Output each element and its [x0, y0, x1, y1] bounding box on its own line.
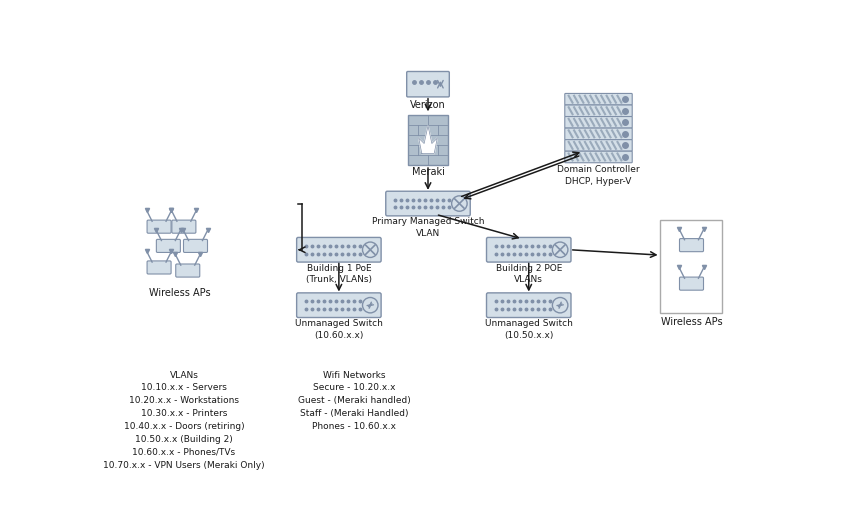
Text: Wireless APs: Wireless APs [149, 288, 211, 298]
FancyBboxPatch shape [487, 293, 571, 317]
FancyBboxPatch shape [176, 264, 200, 277]
Polygon shape [419, 126, 437, 153]
FancyBboxPatch shape [408, 115, 448, 164]
Text: VLANs
10.10.x.x - Servers
10.20.x.x - Workstations
10.30.x.x - Printers
10.40.x.: VLANs 10.10.x.x - Servers 10.20.x.x - Wo… [103, 371, 265, 470]
FancyBboxPatch shape [172, 220, 196, 233]
FancyBboxPatch shape [157, 240, 180, 253]
FancyBboxPatch shape [565, 140, 632, 151]
Text: Wifi Networks
Secure - 10.20.x.x
Guest - (Meraki handled)
Staff - (Meraki Handle: Wifi Networks Secure - 10.20.x.x Guest -… [298, 371, 411, 431]
Text: Domain Controller
DHCP, Hyper-V: Domain Controller DHCP, Hyper-V [557, 165, 640, 186]
FancyBboxPatch shape [184, 240, 208, 253]
FancyBboxPatch shape [386, 191, 471, 216]
FancyBboxPatch shape [407, 72, 449, 97]
Text: Primary Managed Switch
VLAN: Primary Managed Switch VLAN [372, 217, 484, 238]
FancyBboxPatch shape [297, 238, 381, 262]
FancyBboxPatch shape [679, 239, 704, 252]
FancyBboxPatch shape [565, 116, 632, 128]
FancyBboxPatch shape [487, 238, 571, 262]
FancyBboxPatch shape [147, 261, 171, 274]
FancyBboxPatch shape [565, 93, 632, 105]
Bar [660, 220, 722, 313]
FancyBboxPatch shape [297, 293, 381, 317]
Text: Unmanaged Switch
(10.50.x.x): Unmanaged Switch (10.50.x.x) [485, 319, 573, 340]
Text: Building 2 POE
VLANs: Building 2 POE VLANs [495, 264, 562, 284]
Text: Verizon: Verizon [410, 100, 446, 110]
Text: Building 1 PoE
(Trunk, VLANs): Building 1 PoE (Trunk, VLANs) [306, 264, 372, 284]
FancyBboxPatch shape [679, 277, 704, 290]
FancyBboxPatch shape [147, 220, 171, 233]
FancyBboxPatch shape [565, 105, 632, 116]
Text: Meraki: Meraki [412, 167, 444, 176]
FancyBboxPatch shape [565, 128, 632, 140]
Text: Wireless APs: Wireless APs [660, 317, 722, 327]
Text: Unmanaged Switch
(10.60.x.x): Unmanaged Switch (10.60.x.x) [295, 319, 383, 340]
FancyBboxPatch shape [565, 151, 632, 163]
